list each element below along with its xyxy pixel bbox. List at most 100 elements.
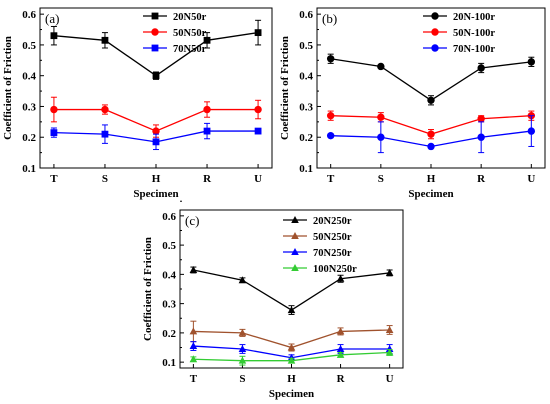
legend-entry: 50N-100r [423,28,495,39]
data-point [326,55,335,63]
legend-marker [431,44,439,52]
data-point [336,350,345,358]
legend-label: 100N250r [313,264,357,275]
y-tick-label: 0.1 [22,163,36,175]
series-20N250r [189,265,394,315]
legend-marker [291,264,299,271]
legend-entry: 20N50r [143,12,207,23]
y-tick-label: 0.3 [22,101,36,113]
x-tick-label: H [287,373,296,385]
data-point [385,268,394,276]
x-tick-label: S [378,173,384,185]
data-point [377,113,385,121]
legend-marker [151,12,159,20]
legend-label: 70N-100r [453,44,495,55]
y-tick-label: 0.5 [22,40,36,52]
x-axis-title: Specimen [269,388,314,400]
panel-label: (b) [322,11,337,26]
x-axis-title: Specimen [408,188,453,200]
y-tick-label: 0.2 [162,328,176,340]
y-tick-label: 0.6 [162,211,176,223]
data-point [385,325,394,333]
data-point [50,105,58,114]
data-point [336,344,345,352]
data-point [50,129,58,137]
data-point [152,72,160,80]
data-point [287,356,296,364]
data-point [152,127,160,135]
panel-label: (a) [45,11,59,26]
x-tick-label: U [527,173,535,185]
data-point [254,29,262,37]
legend-entry: 70N250r [283,248,352,259]
series-70N-100r [326,115,536,154]
legend-marker [151,28,159,36]
chart-panel-2: 0.1 0.2 0.3 0.4 0.5 0.6 T S H R U Specimen Coefficie… [279,7,546,200]
x-tick-label: R [203,173,212,185]
x-tick-label: T [190,373,198,385]
data-point [326,111,335,120]
data-point [377,133,385,141]
legend-label: 20N50r [173,12,207,23]
data-point [427,130,435,138]
y-tick-label: 0.5 [299,40,313,52]
legend-label: 70N50r [173,44,207,55]
x-tick-label: R [337,373,346,385]
data-point [254,127,262,135]
series-line [53,31,259,77]
y-tick-label: 0.2 [299,132,313,144]
x-tick-label: H [427,173,436,185]
y-tick-label: 0.6 [22,9,36,21]
data-point [385,348,394,356]
chart-panel-1: 0.1 0.2 0.3 0.4 0.5 0.6 T S H R U Specimen Coefficie… [2,7,273,200]
data-point [203,127,211,135]
x-tick-label: R [477,173,486,185]
legend-marker [291,248,299,255]
legend-entry: 50N250r [283,232,352,243]
legend-label: 70N250r [313,248,352,259]
y-tick-label: 0.4 [299,71,313,83]
series-20N-100r [326,53,536,106]
data-point [385,344,394,352]
data-point [477,133,485,141]
data-point [101,105,109,114]
legend-label: 50N-100r [453,28,495,39]
data-point [189,327,198,335]
data-point [336,274,345,282]
y-tick-label: 0.3 [162,299,176,311]
data-point [254,105,262,114]
data-point [152,138,160,146]
legend-marker [291,216,299,223]
series-50N-100r [326,110,536,140]
legend-marker [431,28,439,36]
data-point [101,36,109,44]
y-tick-label: 0.6 [299,9,313,21]
data-point [477,115,485,123]
legend-marker [431,12,439,20]
legend-entry: 100N250r [283,264,357,275]
legend-marker [291,232,299,239]
legend-entry: 20N250r [283,216,352,227]
legend-entry: 20N-100r [423,12,495,23]
data-point [238,276,247,284]
data-point [238,356,247,364]
y-tick-label: 0.5 [162,240,176,252]
chart-panel-3: 0.1 0.2 0.3 0.4 0.5 0.6 T S H R U Specimen Coefficie… [142,200,404,400]
data-point [477,64,485,72]
x-axis-title: Specimen [133,188,178,200]
data-point [238,328,247,336]
data-point [189,355,198,363]
series-line [193,269,390,311]
y-tick-label: 0.2 [22,132,36,144]
series-50N50r [50,96,262,138]
y-axis-title: Coefficient of Friction [279,36,291,140]
y-tick-label: 0.3 [299,101,313,113]
data-point [287,343,296,351]
legend-entry: 50N50r [143,28,207,39]
data-point [527,58,536,66]
data-point [203,36,211,44]
data-point [238,344,247,352]
y-axis-title: Coefficient of Friction [2,36,14,140]
data-point [326,131,335,140]
